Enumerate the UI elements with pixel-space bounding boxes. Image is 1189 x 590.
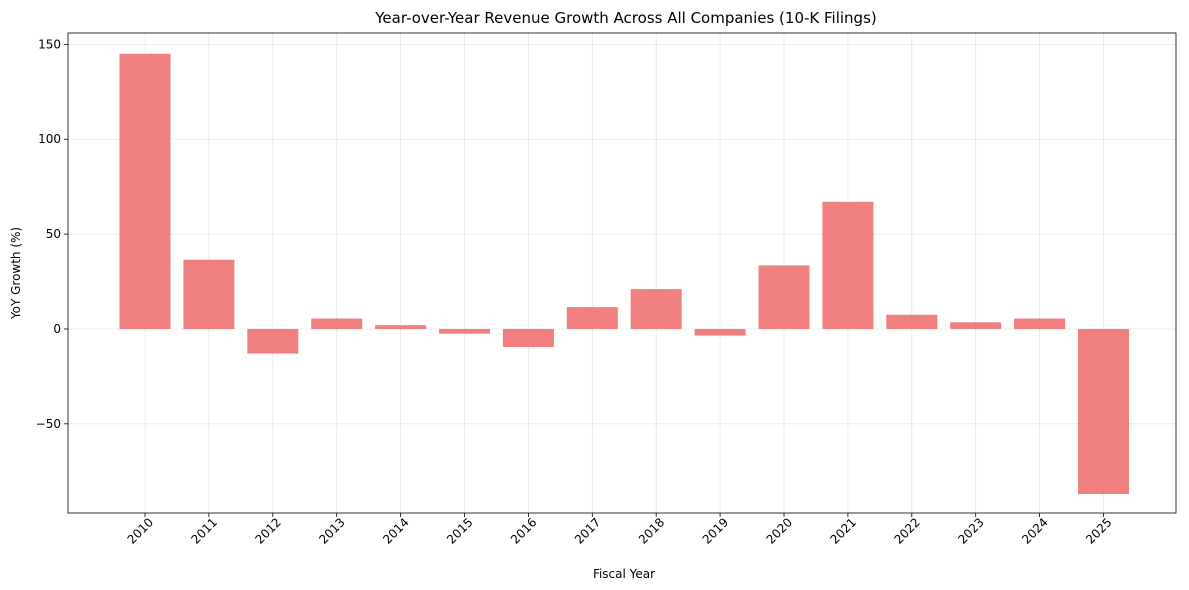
bar-2024 — [1014, 318, 1066, 329]
y-tick-label: 0 — [53, 322, 61, 336]
x-tick-label: 2025 — [1083, 515, 1114, 546]
bar-2025 — [1078, 328, 1129, 495]
bar-2011 — [183, 259, 235, 329]
bar-2015 — [439, 328, 490, 334]
x-tick-label: 2012 — [252, 515, 283, 546]
x-tick-label: 2016 — [508, 515, 539, 546]
y-tick-label: 100 — [38, 132, 61, 146]
x-axis-label: Fiscal Year — [593, 567, 655, 581]
x-tick-label: 2020 — [764, 515, 795, 546]
chart-title: Year-over-Year Revenue Growth Across All… — [374, 9, 876, 27]
bars-layer — [119, 53, 1129, 495]
bar-2022 — [886, 314, 938, 329]
bar-2016 — [502, 328, 554, 347]
bar-2013 — [311, 318, 363, 329]
x-tick-label: 2017 — [572, 515, 603, 546]
x-tick-label: 2021 — [828, 515, 859, 546]
x-tick-label: 2013 — [316, 515, 347, 546]
bar-2012 — [247, 328, 299, 354]
x-tick-label: 2018 — [636, 515, 667, 546]
y-tick-label: −50 — [36, 417, 61, 431]
x-tick-label: 2010 — [125, 515, 156, 546]
x-tick-label: 2022 — [891, 515, 922, 546]
x-tick-label: 2019 — [700, 515, 731, 546]
x-tick-label: 2011 — [189, 515, 220, 546]
bar-2014 — [375, 325, 427, 329]
x-tick-label: 2024 — [1019, 515, 1050, 546]
grid-layer — [68, 33, 1176, 513]
bar-2018 — [630, 289, 682, 329]
bar-2023 — [950, 322, 1002, 329]
y-axis-label: YoY Growth (%) — [9, 227, 23, 320]
plot-frame — [67, 32, 1177, 514]
y-tick-label: 150 — [38, 37, 61, 51]
x-tick-label: 2014 — [380, 515, 411, 546]
x-tick-label: 2023 — [955, 515, 986, 546]
y-tick-label: 50 — [46, 227, 61, 241]
bar-2021 — [822, 201, 874, 329]
x-tick-label: 2015 — [444, 515, 475, 546]
bar-2020 — [758, 265, 810, 329]
bar-2010 — [119, 53, 171, 329]
bar-2019 — [694, 328, 746, 336]
bar-2017 — [566, 307, 618, 329]
